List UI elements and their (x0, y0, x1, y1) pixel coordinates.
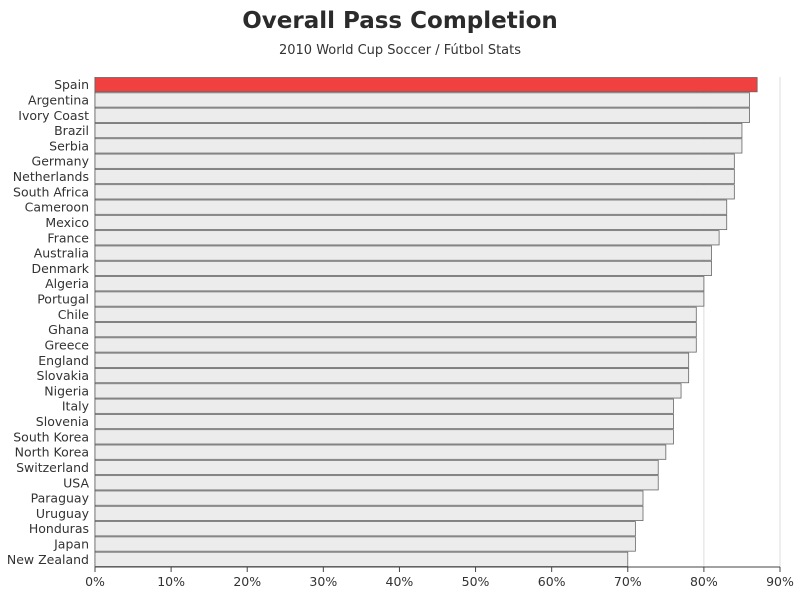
x-tick-label: 10% (157, 574, 185, 589)
x-tick-label: 40% (386, 574, 414, 589)
y-tick-label: Netherlands (13, 169, 89, 184)
y-tick-label: South Korea (13, 429, 89, 444)
y-tick-label: Argentina (28, 92, 89, 107)
x-tick-label: 50% (462, 574, 490, 589)
y-tick-label: Greece (45, 337, 90, 352)
y-tick-label: France (47, 230, 89, 245)
bar-netherlands (94, 168, 735, 185)
y-tick-label: Cameroon (25, 200, 89, 215)
y-tick-label: Switzerland (16, 460, 89, 475)
y-tick-label: Slovakia (37, 368, 89, 383)
bar-south-africa (94, 184, 735, 200)
bar-france (94, 230, 720, 246)
y-tick-label: Nigeria (44, 383, 89, 398)
bar-paraguay (94, 490, 644, 506)
bar-mexico (94, 214, 728, 231)
bar-denmark (94, 260, 712, 276)
y-tick-label: South Africa (13, 184, 89, 199)
bar-serbia (94, 138, 743, 154)
y-tick-label: Germany (32, 154, 90, 169)
bar-greece (94, 337, 697, 353)
y-tick-label: North Korea (15, 445, 89, 460)
bar-north-korea (94, 444, 667, 460)
y-tick-label: Japan (53, 537, 89, 552)
y-tick-label: Denmark (32, 261, 90, 276)
y-tick-label: Honduras (29, 521, 89, 536)
bar-slovenia (94, 413, 674, 430)
bar-ghana (94, 322, 697, 338)
x-tick-label: 60% (538, 574, 566, 589)
y-tick-label: Spain (54, 77, 89, 92)
y-tick-label: Uruguay (36, 506, 90, 521)
y-tick-label: Italy (62, 399, 90, 414)
chart-title: Overall Pass Completion (242, 8, 558, 34)
bar-spain (94, 77, 758, 93)
bar-new-zealand (94, 551, 629, 567)
x-tick-label: 90% (766, 574, 794, 589)
bar-brazil (94, 123, 743, 139)
bar-italy (94, 398, 674, 414)
x-tick-label: 20% (233, 574, 261, 589)
bar-chile (94, 306, 697, 322)
x-tick-label: 30% (309, 574, 337, 589)
bar-honduras (94, 521, 636, 537)
y-tick-label: Australia (34, 246, 89, 261)
y-tick-label: Serbia (49, 138, 89, 153)
bar-england (94, 352, 690, 368)
y-tick-label: England (38, 353, 89, 368)
bar-south-korea (94, 429, 674, 445)
y-tick-label: New Zealand (7, 552, 89, 567)
y-tick-label: Algeria (45, 276, 89, 291)
bar-cameroon (94, 199, 728, 215)
bar-usa (94, 475, 659, 491)
bar-switzerland (94, 459, 659, 476)
bar-uruguay (94, 505, 644, 521)
bar-japan (94, 536, 636, 552)
bar-slovakia (94, 368, 690, 384)
y-tick-label: Ghana (48, 322, 89, 337)
bar-portugal (94, 291, 705, 307)
y-tick-label: USA (63, 475, 89, 490)
y-tick-label: Slovenia (36, 414, 89, 429)
bar-germany (94, 153, 735, 169)
bar-ivory-coast (94, 107, 750, 123)
y-tick-label: Ivory Coast (18, 108, 89, 123)
y-tick-label: Paraguay (31, 491, 90, 506)
chart-subtitle: 2010 World Cup Soccer / Fútbol Stats (278, 43, 522, 58)
bar-australia (94, 245, 712, 261)
x-tick-label: 0% (85, 574, 105, 589)
bar-argentina (94, 92, 750, 108)
x-tick-label: 70% (614, 574, 642, 589)
y-tick-label: Brazil (54, 123, 89, 138)
x-tick-label: 80% (690, 574, 718, 589)
bar-algeria (94, 276, 705, 292)
y-tick-label: Portugal (37, 292, 89, 307)
bar-nigeria (94, 383, 682, 399)
y-tick-label: Chile (58, 307, 90, 322)
y-tick-label: Mexico (45, 215, 89, 230)
